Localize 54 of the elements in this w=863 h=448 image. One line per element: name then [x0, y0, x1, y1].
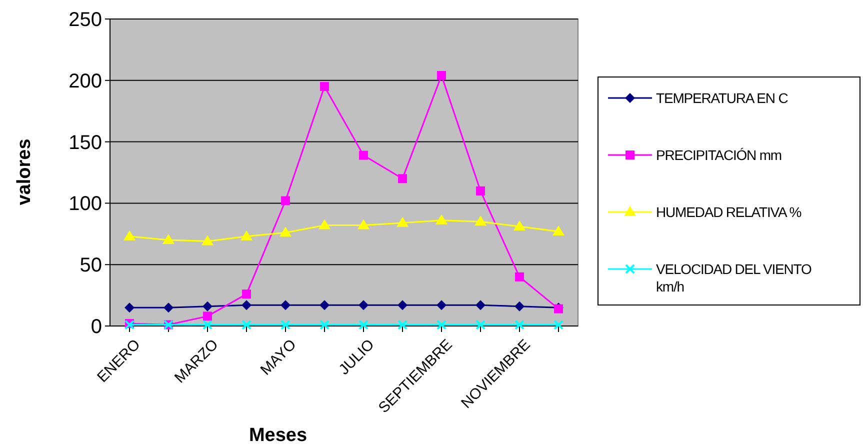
y-tick-label: 0 — [90, 316, 102, 338]
y-tick-label: 200 — [68, 70, 102, 92]
point — [242, 300, 252, 310]
point — [436, 320, 446, 330]
y-tick-label: 50 — [80, 254, 102, 277]
point — [358, 219, 370, 230]
point — [398, 320, 408, 330]
point — [474, 216, 486, 226]
x-axis-title: Meses — [248, 425, 308, 446]
point — [554, 320, 564, 330]
point — [281, 196, 290, 206]
point — [164, 302, 174, 313]
point — [552, 225, 564, 236]
point — [242, 290, 251, 299]
point — [514, 320, 524, 330]
point — [202, 235, 214, 246]
point — [476, 320, 486, 330]
y-tick-label: 250 — [68, 9, 102, 31]
point — [124, 230, 136, 240]
point — [398, 174, 407, 184]
point — [320, 320, 330, 330]
y-tick-label: 150 — [68, 132, 102, 154]
legend-label: TEMPERATURA EN C — [656, 90, 788, 106]
point — [515, 272, 524, 282]
point — [162, 234, 174, 244]
point — [396, 216, 408, 227]
point — [280, 320, 290, 330]
point — [436, 300, 446, 310]
legend-label: HUMEDAD RELATIVA % — [656, 204, 802, 220]
point — [240, 230, 252, 240]
point — [358, 320, 368, 330]
point — [514, 301, 524, 312]
point — [280, 300, 290, 310]
point — [359, 150, 368, 160]
point — [242, 320, 252, 330]
point — [280, 226, 292, 237]
point — [202, 301, 212, 312]
point — [476, 300, 486, 310]
y-tick-label: 100 — [68, 193, 102, 216]
point — [318, 219, 330, 230]
point — [320, 82, 329, 92]
legend-label: PRECIPITACIÓN mm — [656, 146, 782, 163]
point — [398, 300, 408, 310]
point — [358, 300, 368, 310]
point — [436, 214, 448, 224]
point — [124, 302, 134, 313]
point — [476, 186, 485, 196]
point — [203, 312, 212, 321]
point — [437, 70, 446, 80]
point — [514, 220, 526, 231]
y-axis-title: valores — [14, 138, 35, 206]
point — [320, 300, 330, 310]
legend-label: VELOCIDAD DEL VIENTO km/h — [656, 260, 812, 294]
point — [202, 320, 212, 330]
